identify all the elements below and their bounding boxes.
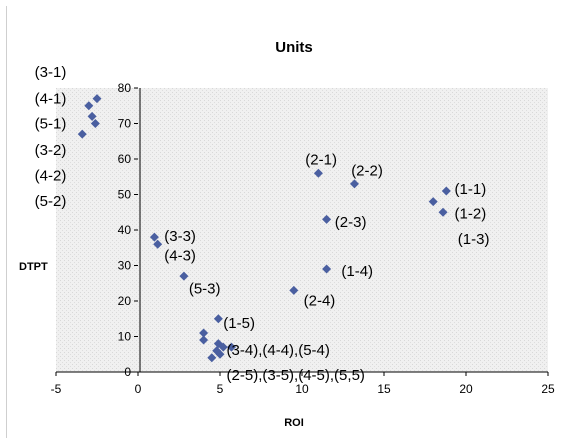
data-point xyxy=(199,335,209,345)
point-annotation: (2-1) xyxy=(305,152,337,169)
point-annotation: (1-1) xyxy=(455,181,487,198)
data-point xyxy=(441,186,451,196)
y-tick-label: 70 xyxy=(118,117,132,131)
data-point xyxy=(84,101,94,111)
y-tick-label: 80 xyxy=(118,81,132,95)
data-point xyxy=(179,271,189,281)
data-point xyxy=(90,119,100,128)
point-annotation: (5-2) xyxy=(35,193,67,210)
y-tick-label: 40 xyxy=(118,223,132,237)
data-point xyxy=(226,342,236,352)
tick-group: -5 0 5 10 15 20 25 0 10 20 30 40 50 60 70 80 xyxy=(51,81,555,396)
point-annotation: (1-2) xyxy=(455,205,487,222)
point-annotation: (4-1) xyxy=(35,91,67,108)
point-annotation: (2-2) xyxy=(351,162,383,179)
point-annotation: (3-3) xyxy=(164,228,196,245)
point-annotation: (3-1) xyxy=(35,64,67,81)
chart-title: Units xyxy=(275,39,313,56)
data-point xyxy=(428,197,438,207)
data-point xyxy=(313,168,323,178)
data-point xyxy=(149,232,159,242)
x-tick-label: 25 xyxy=(541,382,555,396)
data-point xyxy=(199,328,209,338)
x-tick-label: 10 xyxy=(295,382,309,396)
y-axis-label: DTPT xyxy=(19,261,48,273)
x-tick-label: 5 xyxy=(217,382,224,396)
data-point xyxy=(153,239,163,249)
y-tick-label: 50 xyxy=(118,188,132,202)
point-annotation: (1-5) xyxy=(223,315,255,332)
data-point xyxy=(207,353,217,363)
y-tick-label: 30 xyxy=(118,259,132,273)
y-tick-label: 20 xyxy=(118,294,132,308)
point-annotation: (3-2) xyxy=(35,142,67,159)
point-annotations: (3-1) (4-1) (5-1) (3-2) (4-2) (5-2) (2-1) (2-2)… xyxy=(35,64,490,384)
x-tick-label: 0 xyxy=(135,382,142,396)
point-annotation: (4-3) xyxy=(164,248,196,265)
y-tick-label: 0 xyxy=(124,365,131,379)
point-annotation: (2-5),(3-5),(4-5),(5,5) xyxy=(227,367,365,384)
data-point xyxy=(349,179,359,189)
point-annotation: (4-2) xyxy=(35,168,67,185)
x-tick-label: 20 xyxy=(459,382,473,396)
data-point xyxy=(213,314,223,324)
point-annotation: (2-4) xyxy=(304,292,336,309)
point-annotation: (3-4),(4-4),(5-4) xyxy=(227,342,330,359)
point-annotation: (1-4) xyxy=(341,263,373,280)
data-point xyxy=(218,342,228,352)
data-points xyxy=(77,94,451,363)
data-point xyxy=(87,111,97,121)
data-point xyxy=(438,207,448,217)
x-tick-label: -5 xyxy=(51,382,62,396)
point-annotation: (2-3) xyxy=(335,214,367,231)
data-point xyxy=(322,214,332,224)
point-annotation: (5-1) xyxy=(35,116,67,133)
x-axis-label: ROI xyxy=(284,417,304,429)
point-annotation: (1-3) xyxy=(458,231,490,248)
data-point xyxy=(215,349,225,359)
data-point xyxy=(92,94,102,104)
data-point xyxy=(322,264,332,274)
x-tick-label: 15 xyxy=(377,382,391,396)
data-point xyxy=(77,129,87,139)
y-tick-label: 60 xyxy=(118,152,132,166)
y-tick-label: 10 xyxy=(118,330,132,344)
point-annotation: (5-3) xyxy=(189,281,221,298)
data-point xyxy=(289,285,299,295)
